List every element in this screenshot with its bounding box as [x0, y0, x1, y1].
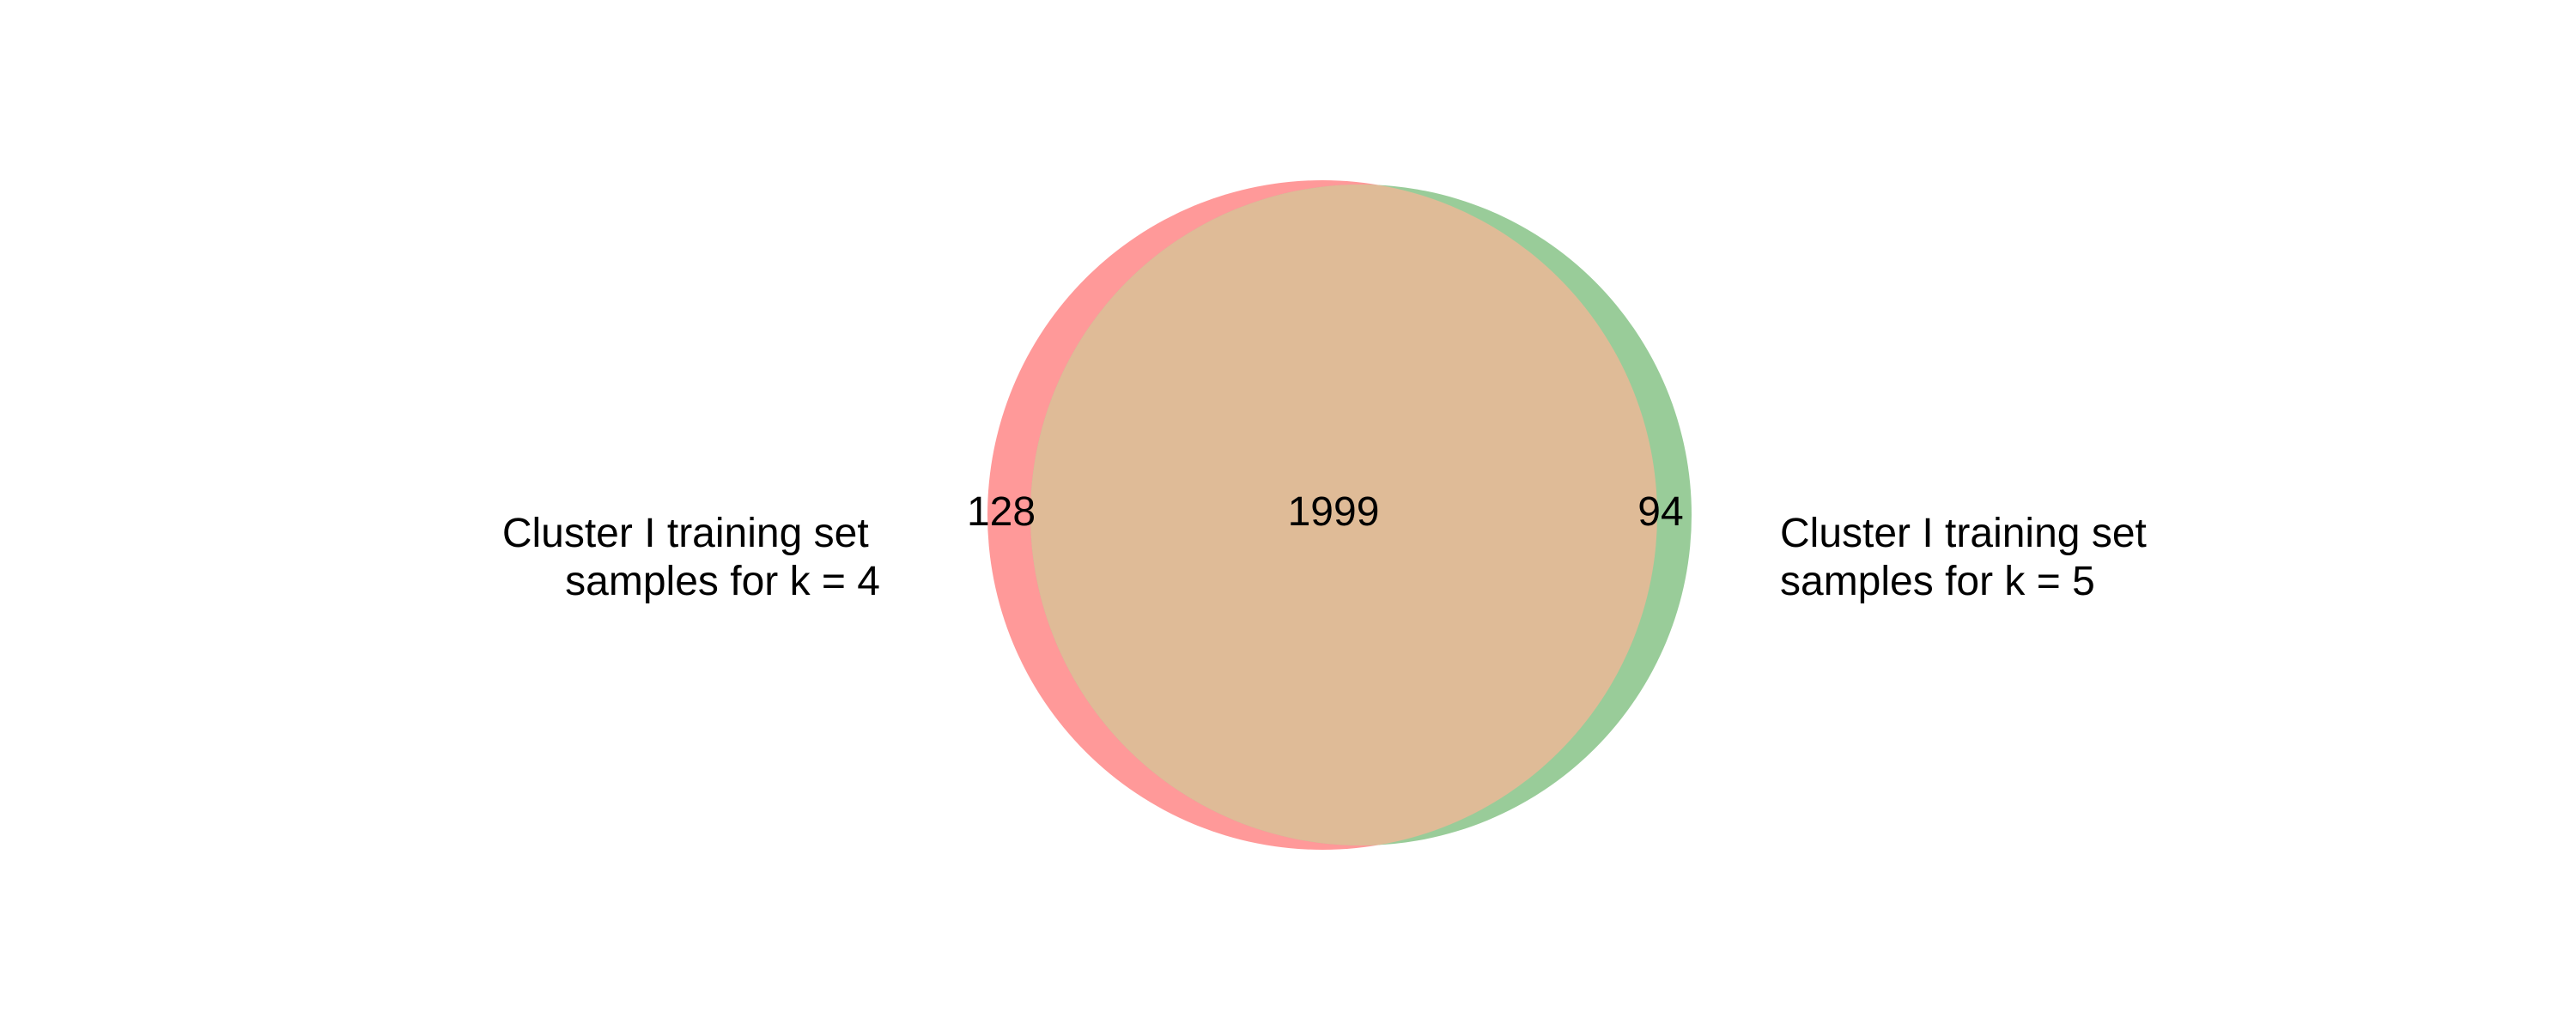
set-b-label: Cluster I training set samples for k = 5 — [1780, 511, 2158, 604]
only-b-count: 94 — [1637, 489, 1683, 535]
set-a-label: Cluster I training set samples for k = 4 — [502, 511, 880, 604]
set-b-label-line-2: samples for k = 5 — [1780, 559, 2095, 604]
only-a-count: 128 — [967, 489, 1036, 535]
intersection-count: 1999 — [1288, 489, 1380, 535]
set-a-label-line-2: samples for k = 4 — [565, 559, 880, 604]
set-b-label-line-1: Cluster I training set — [1780, 511, 2147, 556]
intersection-region — [1030, 185, 1657, 845]
set-a-label-line-1: Cluster I training set — [502, 511, 869, 556]
